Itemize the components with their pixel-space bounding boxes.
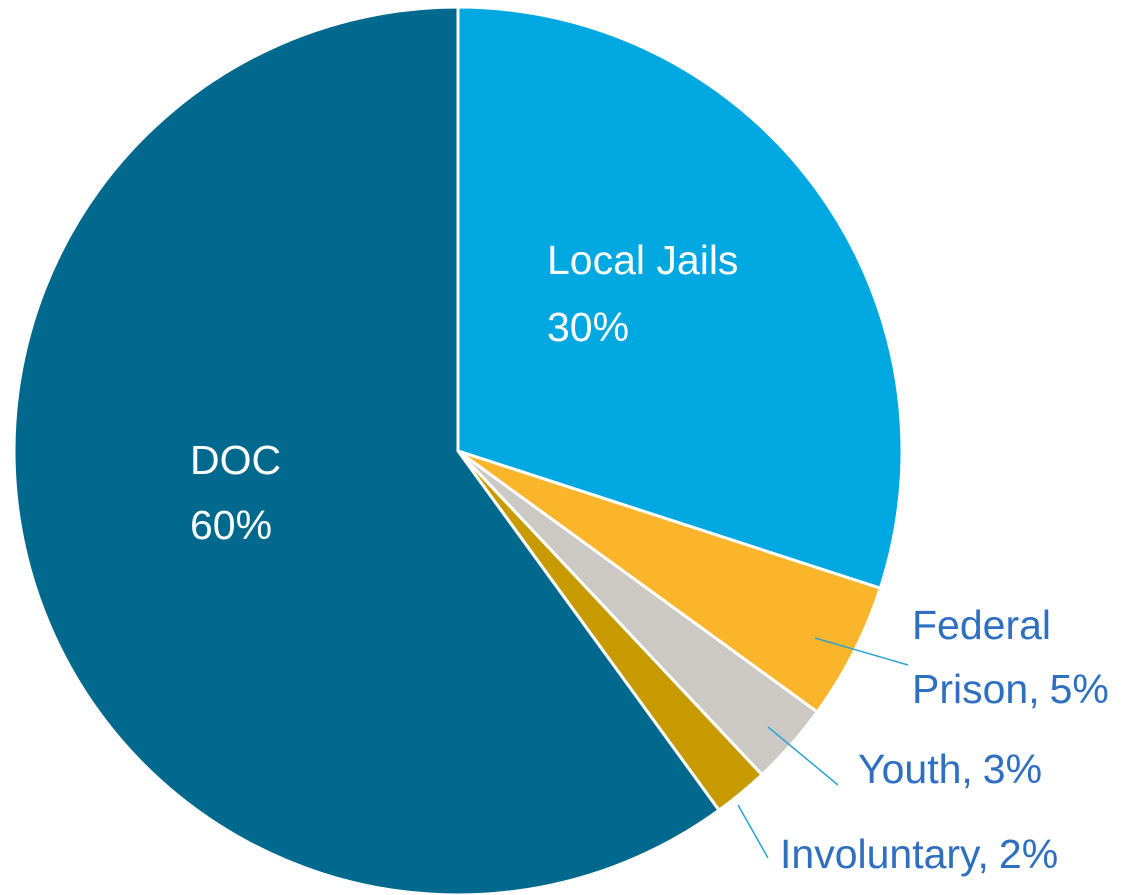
leader-line [737,804,769,859]
pie-slice [12,5,722,895]
label-separator: , [961,746,972,792]
slice-value: 30% [547,304,629,350]
slice-name: Prison [912,666,1028,712]
slice-value: 3% [983,746,1042,792]
slice-name: Federal [912,602,1051,648]
pie-slice [456,5,904,591]
slice-name: Youth [858,746,961,792]
slice-label: DOC [190,437,281,483]
slice-label: Prison, 5% [912,666,1109,712]
slice-value: 60% [190,502,272,548]
label-separator: , [1028,666,1039,712]
slice-name: Involuntary [780,831,981,877]
slice-label: Youth, 3% [858,746,1042,792]
slice-label: Involuntary, 2% [780,831,1058,877]
slice-label: Federal [912,602,1051,648]
leader-line [767,726,839,786]
label-separator: , [978,831,989,877]
slice-label: Local Jails [547,237,738,283]
slice-value: 5% [1050,666,1109,712]
slice-value: 2% [999,831,1058,877]
leader-line [814,637,909,666]
